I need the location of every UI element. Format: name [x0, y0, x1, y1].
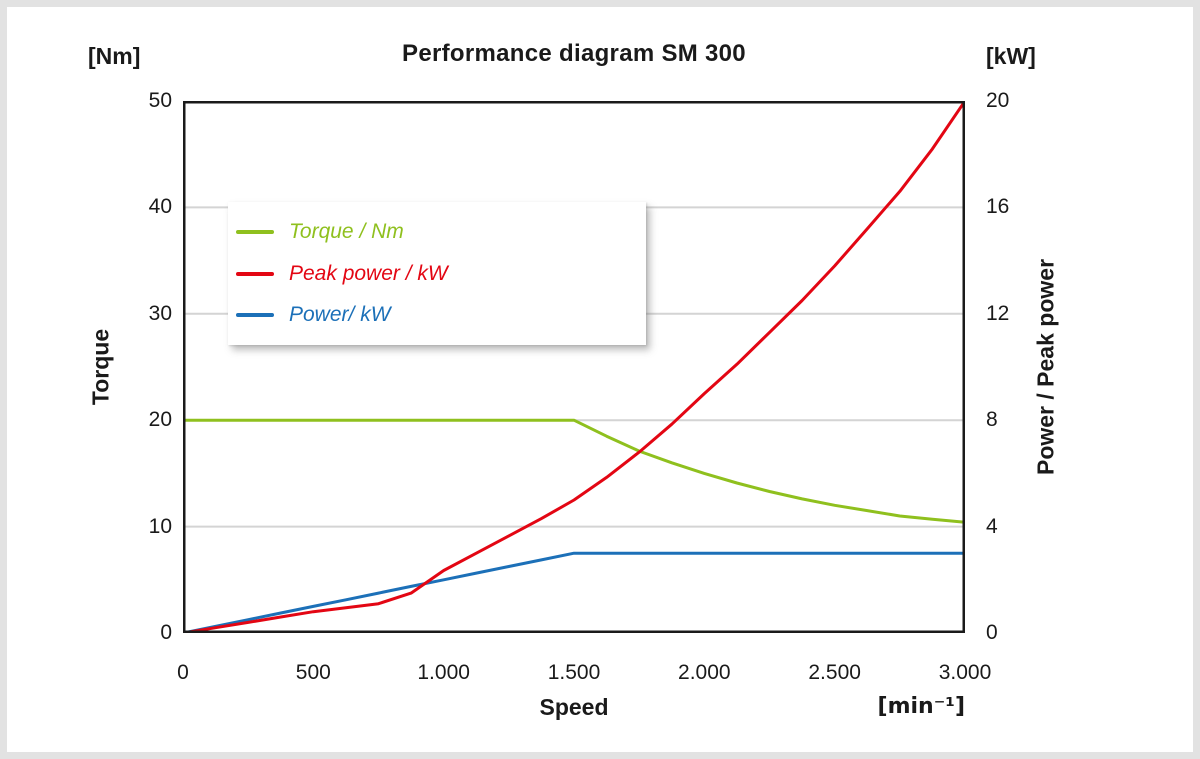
right-tick-label: 16 [986, 195, 1010, 219]
chart-title: Performance diagram SM 300 [402, 40, 746, 67]
series-line-peak-power-kw [183, 101, 965, 633]
x-axis-unit: [min⁻¹] [877, 694, 965, 719]
x-axis-title: Speed [539, 694, 609, 720]
legend-label: Torque / Nm [289, 219, 404, 243]
legend-item: Torque / Nm [236, 220, 646, 244]
plot-area [183, 101, 965, 633]
left-tick-label: 30 [148, 301, 172, 325]
x-tick-label: 0 [177, 661, 189, 684]
legend-item: Power/ kW [236, 303, 646, 327]
x-tick-label: 2.000 [678, 661, 731, 684]
x-tick-label: 500 [295, 661, 331, 684]
x-tick-label: 1.000 [417, 661, 470, 684]
left-tick-label: 40 [148, 195, 172, 219]
x-tick-label: 1.500 [547, 661, 601, 684]
right-tick-label: 20 [986, 89, 1010, 112]
left-tick-label: 10 [148, 514, 172, 538]
series-line-power-kw [183, 551, 965, 633]
legend-line-swatch [236, 271, 274, 276]
legend-label: Peak power / kW [289, 261, 448, 285]
x-tick-label: 3.000 [938, 661, 992, 684]
plot-border [183, 101, 965, 633]
left-axis-unit: [Nm] [88, 43, 141, 69]
right-axis-unit: [kW] [986, 43, 1036, 69]
right-tick-label: 0 [986, 621, 998, 644]
right-axis-title: Power / Peak power [1032, 258, 1059, 476]
left-tick-label: 0 [160, 621, 172, 644]
legend-item: Peak power / kW [236, 262, 646, 286]
legend-line-swatch [236, 229, 274, 234]
legend-line-swatch [236, 313, 274, 318]
legend-label: Power/ kW [289, 303, 391, 327]
legend: Torque / Nm Peak power / kW Power/ kW [228, 202, 646, 345]
series-line-torque-nm [183, 418, 965, 524]
left-tick-label: 20 [148, 408, 172, 432]
right-tick-label: 12 [986, 301, 1010, 325]
right-tick-label: 4 [986, 514, 998, 538]
left-axis-title: Torque [87, 328, 114, 406]
left-tick-label: 50 [148, 89, 172, 112]
right-tick-label: 8 [986, 408, 998, 432]
x-tick-label: 2.500 [808, 661, 861, 684]
